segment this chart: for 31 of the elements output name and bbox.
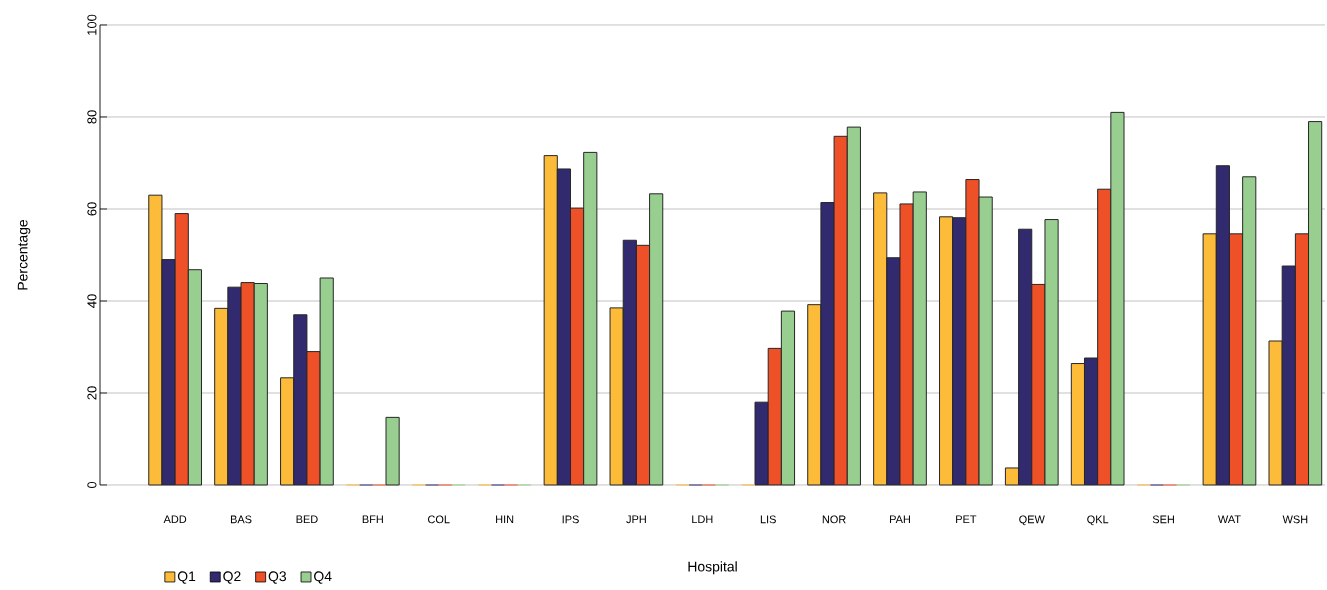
- x-tick-label: BAS: [230, 515, 252, 524]
- y-tick-label: 60: [87, 202, 97, 216]
- x-tick-label: PET: [956, 515, 977, 524]
- x-tick-label: SEH: [1152, 515, 1174, 524]
- x-tick-label: BFH: [362, 515, 383, 524]
- y-tick-label: 40: [87, 294, 97, 308]
- x-tick-label: JPH: [626, 515, 646, 524]
- y-axis-title: Percentage: [17, 219, 31, 290]
- legend-label: Q4: [314, 571, 332, 584]
- y-tick-label: 0: [87, 481, 97, 489]
- x-tick-label: BED: [296, 515, 318, 524]
- x-tick-label: NOR: [822, 515, 846, 524]
- x-tick-label: LDH: [692, 515, 713, 524]
- x-tick-label: ADD: [163, 515, 187, 524]
- legend-label: Q1: [177, 571, 196, 584]
- bar: [385, 416, 400, 486]
- x-tick-label: WAT: [1217, 515, 1241, 524]
- y-tick-label: 20: [87, 386, 97, 400]
- x-tick-label: IPS: [562, 515, 579, 524]
- y-tick-label: 100: [87, 14, 97, 35]
- x-tick-label: COL: [428, 515, 450, 524]
- x-tick-label: LIS: [760, 515, 776, 524]
- x-tick-label: PAH: [890, 515, 910, 524]
- x-axis-title: Hospital: [688, 561, 737, 575]
- x-tick-label: WSH: [1282, 515, 1308, 524]
- legend-label: Q2: [223, 571, 241, 584]
- x-tick-label: HIN: [496, 515, 514, 524]
- y-tick-label: 80: [87, 110, 97, 124]
- legend-label: Q3: [268, 571, 287, 584]
- x-tick-label: QKL: [1087, 515, 1109, 526]
- x-tick-label: QEW: [1019, 515, 1045, 526]
